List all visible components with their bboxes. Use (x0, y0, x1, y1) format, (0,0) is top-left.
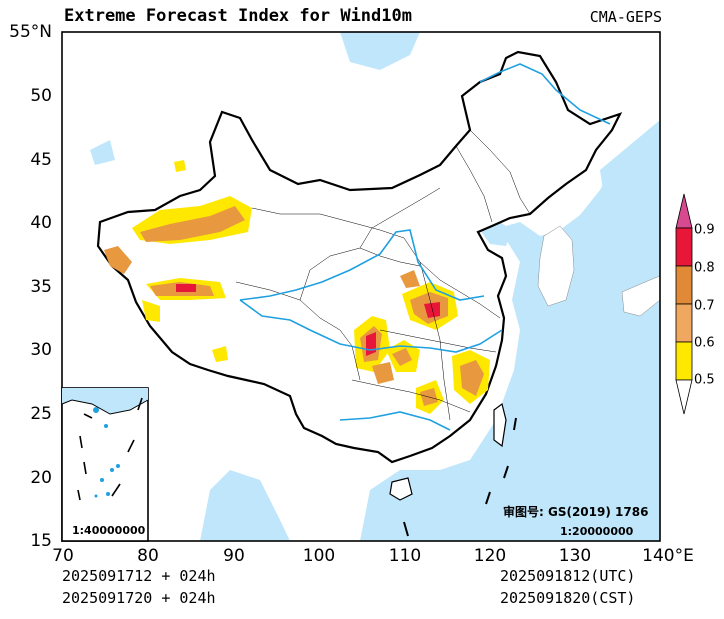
lon-tick-140: 140°E (642, 546, 694, 566)
lon-tick-100: 100 (302, 546, 336, 566)
sea-of-japan (600, 120, 660, 260)
hainan-island (389, 477, 413, 501)
lat-tick-55: 55°N (9, 22, 52, 42)
efi-area-henan-red (424, 302, 440, 318)
sea-areas (90, 32, 660, 541)
lat-tick-15: 15 (30, 531, 52, 551)
bay-of-bengal (200, 470, 290, 541)
model-label: CMA-GEPS (589, 8, 662, 26)
inset-map-scale: 1:40000000 (72, 524, 146, 537)
lon-tick-120: 120 (473, 546, 507, 566)
korean-peninsula (537, 225, 575, 307)
colorbar-label-0-9: 0.9 (694, 222, 715, 238)
colorbar-seg-0-7 (675, 303, 693, 343)
taiwan-island (493, 402, 507, 448)
init-time-cst: 2025091720 + 024h (62, 589, 216, 607)
yellow-river (239, 229, 485, 301)
colorbar-bottom-triangle (675, 379, 693, 415)
colorbar (675, 193, 693, 415)
efi-area-small-3 (400, 270, 420, 288)
efi-area-tibet-south (142, 300, 160, 322)
lon-tick-90: 90 (223, 546, 245, 566)
colorbar-label-0-7: 0.7 (694, 298, 715, 314)
colorbar-label-0-6: 0.6 (694, 335, 715, 351)
japan-kyushu (621, 275, 660, 317)
colorbar-top-triangle (675, 193, 693, 229)
init-time-utc: 2025091712 + 024h (62, 567, 216, 585)
valid-time-cst: 2025091820(CST) (500, 589, 636, 607)
west-lake-region (90, 140, 115, 165)
efi-area-small-4 (174, 160, 186, 172)
efi-area-west-tip (104, 246, 132, 274)
efi-area-small-1 (372, 362, 394, 384)
lat-tick-50: 50 (30, 86, 52, 106)
yellow-east-china-sea (360, 140, 660, 541)
main-map-scale: 1:20000000 (560, 525, 634, 538)
lat-tick-35: 35 (30, 277, 52, 297)
lat-tick-45: 45 (30, 150, 52, 170)
colorbar-seg-0-8 (675, 265, 693, 305)
colorbar-seg-0-9 (675, 227, 693, 267)
colorbar-seg-0-6 (675, 341, 693, 381)
lon-tick-70: 70 (52, 546, 74, 566)
lat-tick-25: 25 (30, 404, 52, 424)
heilongjiang-river (479, 63, 611, 125)
efi-area-sichuan-red (366, 332, 376, 356)
approval-number: 审图号: GS(2019) 1786 (503, 505, 649, 519)
lon-tick-110: 110 (388, 546, 422, 566)
province-borders (235, 129, 531, 421)
nine-dash-line (403, 417, 517, 537)
china-border (96, 50, 623, 464)
colorbar-label-0-8: 0.8 (694, 260, 715, 276)
lat-tick-40: 40 (30, 213, 52, 233)
efi-area-hunan-core (392, 348, 412, 366)
lat-tick-20: 20 (30, 468, 52, 488)
chart-title: Extreme Forecast Index for Wind10m (64, 6, 412, 26)
lat-tick-30: 30 (30, 340, 52, 360)
efi-shading (104, 160, 490, 414)
south-china-sea-inset (61, 387, 149, 542)
valid-time-utc: 2025091812(UTC) (500, 567, 636, 585)
rivers (239, 63, 611, 431)
efi-area-xinjiang-core (140, 206, 245, 242)
pearl-river (339, 411, 451, 431)
lon-tick-80: 80 (137, 546, 159, 566)
lon-tick-130: 130 (558, 546, 592, 566)
map-frame (61, 31, 661, 542)
efi-area-small-2 (212, 346, 228, 362)
yangtze-river (239, 299, 503, 353)
colorbar-label-0-5: 0.5 (694, 372, 715, 388)
efi-area-jiangxi-core (460, 360, 484, 396)
efi-area-kunlun-red (176, 284, 196, 292)
arctic-top-sea (340, 32, 420, 70)
